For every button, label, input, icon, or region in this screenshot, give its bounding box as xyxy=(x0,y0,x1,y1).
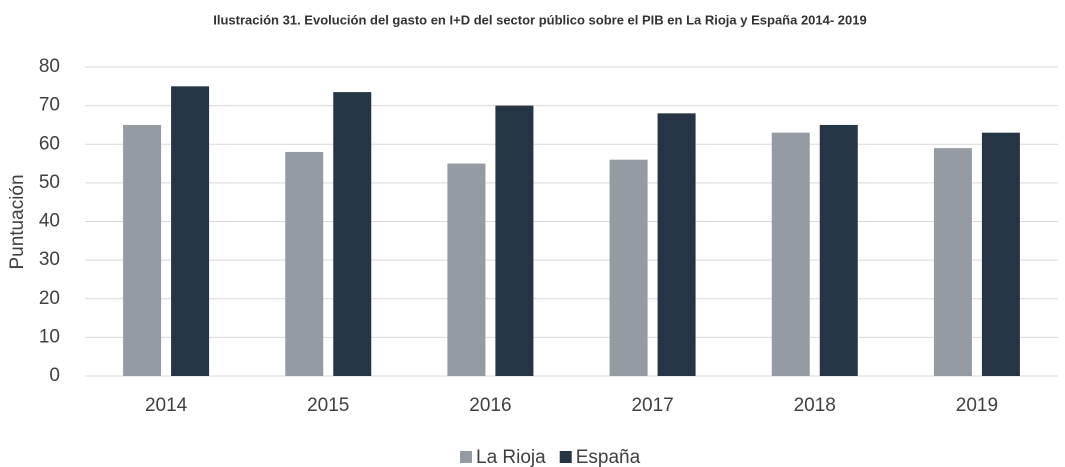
bar xyxy=(819,124,858,376)
bar xyxy=(171,86,210,376)
x-tick-label: 2019 xyxy=(956,395,998,416)
bar xyxy=(123,124,162,376)
bar xyxy=(447,163,486,376)
bar xyxy=(285,151,324,376)
bar xyxy=(981,132,1020,376)
x-tick-label: 2017 xyxy=(631,395,673,416)
legend-label: La Rioja xyxy=(476,447,546,467)
chart-title: Ilustración 31. Evolución del gasto en I… xyxy=(213,12,866,27)
bar xyxy=(771,132,810,376)
x-tick-label: 2018 xyxy=(794,395,836,416)
y-tick-label: 80 xyxy=(39,56,60,77)
x-tick-label: 2015 xyxy=(307,395,349,416)
x-tick-label: 2016 xyxy=(469,395,511,416)
x-tick-label: 2014 xyxy=(145,395,188,416)
y-tick-label: 60 xyxy=(39,133,60,154)
y-tick-label: 50 xyxy=(39,172,60,193)
bar xyxy=(495,105,534,376)
y-tick-label: 10 xyxy=(39,326,60,347)
bar xyxy=(657,113,696,376)
y-tick-label: 40 xyxy=(39,211,60,232)
y-tick-label: 20 xyxy=(39,288,60,309)
legend-swatch xyxy=(460,451,472,463)
bar xyxy=(933,148,972,376)
legend-label: España xyxy=(576,447,641,467)
legend-swatch xyxy=(559,451,572,463)
bar xyxy=(609,159,648,376)
y-tick-label: 70 xyxy=(39,95,60,116)
bar xyxy=(333,92,372,376)
y-tick-label: 30 xyxy=(39,249,60,270)
y-axis-label: Puntuación xyxy=(7,174,28,269)
y-tick-label: 0 xyxy=(49,365,60,386)
